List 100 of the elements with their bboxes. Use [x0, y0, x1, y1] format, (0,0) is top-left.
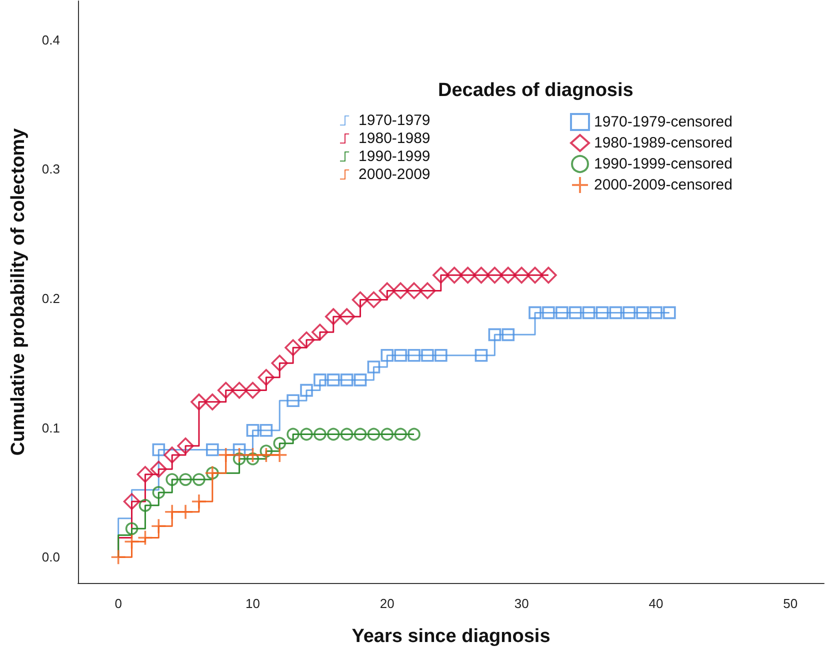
legend-label: 1980-1989-censored	[594, 134, 732, 152]
point	[459, 266, 476, 284]
point	[367, 360, 380, 374]
point	[150, 518, 167, 534]
point	[354, 374, 367, 386]
point	[246, 424, 260, 437]
point	[367, 428, 380, 441]
point	[380, 428, 394, 441]
point	[419, 282, 436, 300]
point	[434, 348, 448, 362]
point	[394, 428, 407, 441]
point	[166, 473, 178, 486]
legend-title: Decades of diagnosis	[438, 80, 634, 101]
y-tick-label: 0.4	[42, 32, 60, 48]
point	[300, 428, 313, 441]
point	[286, 428, 300, 441]
point	[136, 466, 154, 483]
point	[125, 522, 138, 536]
legend-label: 2000-2009	[358, 166, 430, 183]
point	[609, 306, 622, 320]
point	[555, 306, 568, 320]
point	[380, 348, 394, 362]
point	[191, 494, 207, 510]
point	[392, 282, 409, 300]
point	[340, 374, 354, 386]
point	[164, 446, 180, 464]
point	[472, 266, 490, 284]
point	[540, 266, 557, 284]
point	[542, 306, 555, 320]
point	[123, 493, 140, 510]
point	[179, 473, 192, 486]
point	[378, 282, 396, 300]
legend-label: 1990-1999-censored	[594, 156, 732, 172]
point	[177, 438, 194, 454]
point	[406, 282, 422, 300]
point	[124, 534, 140, 550]
y-axis-title: Cumulative probability of colectomy	[8, 128, 29, 456]
point	[286, 394, 300, 408]
point	[178, 504, 194, 520]
point	[284, 339, 302, 356]
legend-label: 1970-1979-censored	[594, 114, 732, 130]
point	[394, 348, 407, 362]
point	[246, 452, 260, 466]
point	[244, 447, 261, 463]
point	[596, 306, 609, 320]
point	[354, 428, 367, 441]
point	[230, 382, 248, 399]
point	[273, 436, 286, 450]
point	[327, 428, 340, 441]
point	[272, 447, 288, 463]
point	[314, 374, 326, 386]
point	[432, 266, 450, 284]
point	[352, 291, 369, 308]
point	[258, 368, 275, 386]
point	[110, 549, 126, 566]
point	[663, 306, 676, 320]
legend-label: 1970-1979	[358, 112, 430, 129]
x-tick-label: 40	[648, 596, 664, 611]
y-tick-label: 0.0	[42, 550, 60, 565]
y-tick-label: 0.2	[42, 290, 60, 306]
point	[474, 348, 488, 362]
x-axis-title: Years since diagnosis	[352, 626, 550, 647]
point	[190, 394, 208, 410]
y-tick-label: 0.1	[42, 420, 60, 436]
point	[408, 428, 420, 441]
point	[338, 308, 356, 325]
point	[260, 424, 273, 437]
point	[298, 331, 315, 348]
point	[312, 324, 328, 340]
point	[340, 428, 354, 441]
point	[421, 348, 434, 362]
legend-label: 1980-1989	[358, 130, 430, 147]
point	[326, 374, 340, 386]
point	[217, 382, 234, 399]
point	[513, 266, 530, 284]
point	[324, 308, 342, 325]
point	[152, 443, 166, 456]
point	[488, 328, 502, 342]
point	[232, 452, 246, 466]
point	[486, 266, 504, 284]
point	[152, 486, 166, 499]
legend-label: 1990-1999	[358, 148, 430, 165]
point	[204, 394, 221, 410]
point	[137, 530, 154, 546]
point	[636, 306, 649, 320]
point	[582, 306, 596, 320]
point	[446, 266, 463, 284]
point	[260, 444, 273, 458]
x-tick-label: 20	[380, 596, 394, 611]
point	[568, 306, 582, 320]
point	[218, 447, 234, 463]
point	[138, 499, 152, 512]
point	[206, 443, 219, 456]
point	[271, 354, 288, 372]
legend-label: 2000-2009-censored	[594, 176, 732, 194]
point	[231, 447, 248, 463]
point	[526, 266, 544, 284]
x-tick-label: 50	[783, 596, 798, 611]
point	[365, 291, 382, 308]
point	[622, 306, 636, 320]
